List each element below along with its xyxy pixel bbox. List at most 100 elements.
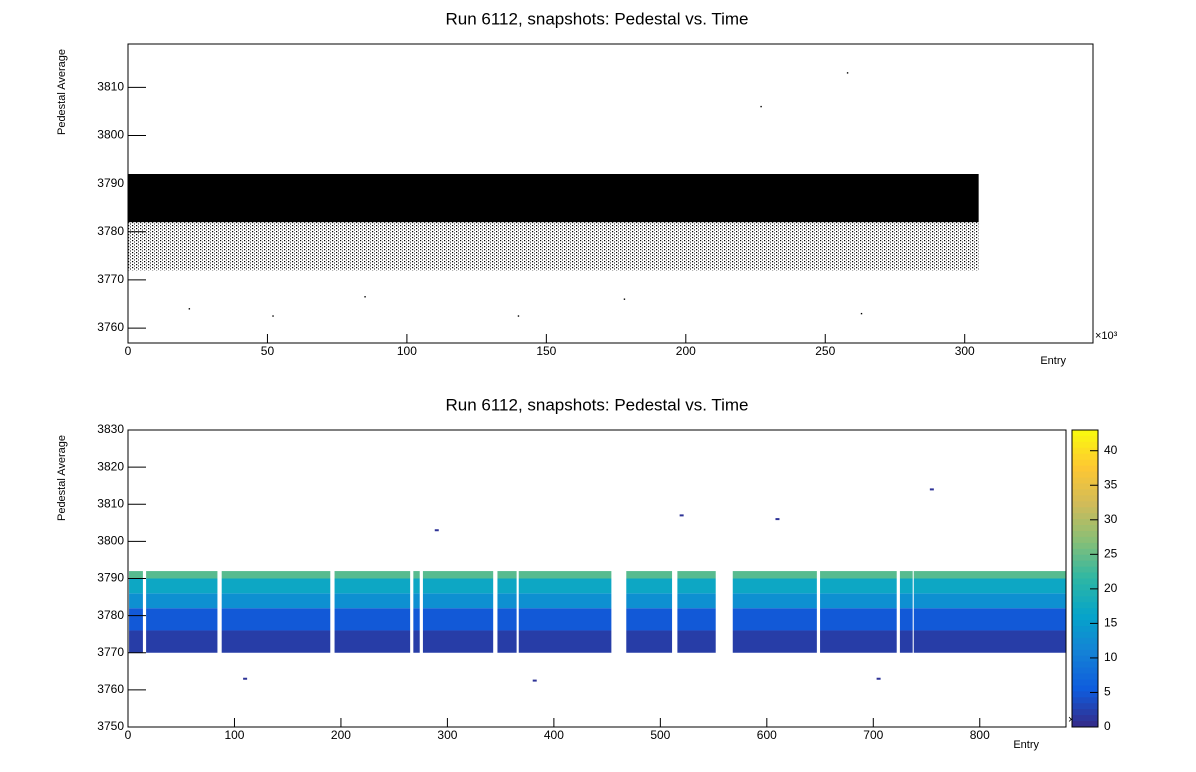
- x-multiplier: ×10³: [1095, 330, 1118, 342]
- colorbar-step: [1072, 542, 1098, 550]
- heat-cell: [677, 571, 716, 579]
- heat-cell: [413, 630, 420, 653]
- point: [272, 315, 274, 317]
- heat-cell: [677, 608, 716, 631]
- colorbar-step: [1072, 637, 1098, 645]
- heat-cell: [913, 571, 1066, 579]
- y-tick-label: 3760: [97, 682, 124, 696]
- colorbar-step: [1072, 507, 1098, 514]
- heat-cell: [518, 593, 612, 609]
- heat-cell: [146, 608, 218, 631]
- heat-cell: [334, 593, 411, 609]
- colorbar-step: [1072, 536, 1098, 544]
- y-tick-label: 3810: [97, 496, 124, 510]
- colorbar-step: [1072, 477, 1098, 484]
- heat-cell: [913, 593, 1066, 609]
- colorbar-step: [1072, 566, 1098, 574]
- heat-cell: [422, 608, 494, 631]
- colorbar-step: [1072, 501, 1098, 508]
- y-tick-label: 3810: [97, 80, 124, 94]
- z-tick-label: 25: [1104, 546, 1118, 560]
- heat-cell: [899, 630, 913, 653]
- colorbar-step: [1072, 459, 1098, 467]
- heat-cell: [732, 571, 817, 579]
- heat-cell: [129, 608, 143, 631]
- x-tick-label: 500: [650, 728, 670, 742]
- y-tick-label: 3770: [97, 645, 124, 659]
- z-tick-label: 15: [1104, 616, 1118, 630]
- colorbar-step: [1072, 661, 1098, 669]
- colorbar-step: [1072, 620, 1098, 627]
- colorbar-step: [1072, 578, 1098, 585]
- y-tick-label: 3780: [97, 224, 124, 238]
- point: [243, 677, 248, 680]
- z-tick-label: 10: [1104, 650, 1118, 664]
- heat-cell: [518, 608, 612, 631]
- x-tick-label: 400: [544, 728, 564, 742]
- colorbar-step: [1072, 691, 1098, 698]
- colorbar-step: [1072, 572, 1098, 579]
- point: [434, 529, 439, 532]
- heat-cell: [422, 630, 494, 653]
- heat-cell: [129, 593, 143, 609]
- colorbar-step: [1072, 614, 1098, 621]
- point: [188, 308, 191, 310]
- x-tick-label: 700: [863, 728, 883, 742]
- heat-cell: [422, 593, 494, 609]
- heat-cell: [677, 578, 716, 594]
- colorbar-step: [1072, 430, 1098, 437]
- heat-cell: [820, 630, 897, 653]
- x-tick-label: 250: [815, 344, 835, 358]
- x-tick-label: 800: [970, 728, 990, 742]
- heat-cell: [334, 578, 411, 594]
- y-tick-label: 3770: [97, 272, 124, 286]
- z-tick-label: 40: [1104, 443, 1118, 457]
- heat-cell: [413, 578, 420, 594]
- colorbar-step: [1072, 709, 1098, 716]
- plot-frame: [127, 43, 1094, 344]
- heat-cell: [146, 578, 218, 594]
- y-axis-label: Pedestal Average: [56, 49, 68, 135]
- heat-cell: [413, 593, 420, 609]
- x-tick-label: 100: [224, 728, 244, 742]
- heat-cell: [518, 578, 612, 594]
- heat-cell: [913, 578, 1066, 594]
- y-tick-label: 3760: [97, 320, 124, 334]
- z-tick-label: 0: [1104, 719, 1111, 733]
- heat-cell: [626, 630, 673, 653]
- heat-cell: [497, 630, 517, 653]
- y-tick-label: 3780: [97, 608, 124, 622]
- heat-cell: [732, 578, 817, 594]
- point: [860, 312, 863, 315]
- heat-cell: [497, 593, 517, 609]
- heat-cell: [221, 608, 331, 631]
- heat-cell: [334, 571, 411, 579]
- colorbar-step: [1072, 447, 1098, 455]
- tail-band: [128, 222, 979, 271]
- colorbar-step: [1072, 667, 1098, 675]
- x-tick-label: 300: [955, 344, 975, 358]
- heat-cell: [732, 608, 817, 631]
- y-tick-label: 3800: [97, 128, 124, 142]
- colorbar-step: [1072, 525, 1098, 532]
- point: [364, 296, 366, 298]
- x-tick-label: 150: [536, 344, 556, 358]
- y-tick-label: 3790: [97, 176, 124, 190]
- colorbar-step: [1072, 631, 1098, 639]
- heat-cell: [129, 630, 143, 653]
- colorbar-step: [1072, 685, 1098, 692]
- colorbar-step: [1072, 602, 1098, 609]
- y-tick-label: 3800: [97, 534, 124, 548]
- heat-cell: [413, 571, 420, 579]
- heat-cell: [899, 608, 913, 631]
- heat-cell: [221, 593, 331, 609]
- x-tick-label: 100: [397, 344, 417, 358]
- heat-cell: [518, 630, 612, 653]
- heat-cell: [820, 608, 897, 631]
- heat-cell: [422, 571, 494, 579]
- colorbar-step: [1072, 560, 1098, 568]
- point: [760, 105, 762, 108]
- colorbar-step: [1072, 643, 1098, 651]
- colorbar-step: [1072, 435, 1098, 443]
- x-tick-label: 300: [437, 728, 457, 742]
